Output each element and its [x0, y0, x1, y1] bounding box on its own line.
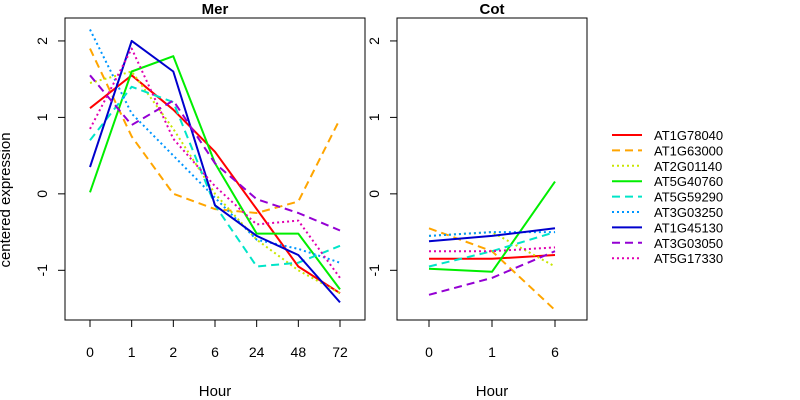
series-line-at5g40760	[428, 181, 556, 273]
y-tick-label: 1	[366, 113, 382, 121]
series-line-at5g17330	[429, 246, 556, 253]
series-line-at3g03050	[428, 250, 556, 296]
panels: Mer 0 1 2 6 24 48 72 -1 0 1 2 Hour Cot 0 1 6 -1 0 1 2 Hour	[34, 1, 588, 400]
legend-label: AT1G78040	[654, 128, 723, 143]
panel-title: Mer	[202, 1, 229, 18]
x-tick-label: 72	[332, 344, 348, 360]
series-line-at5g40760	[89, 55, 341, 290]
x-tick-label: 6	[211, 344, 219, 360]
y-tick-label: 0	[34, 190, 50, 198]
series-line-at1g45130	[89, 39, 341, 304]
series-line-at3g03250	[428, 231, 555, 237]
x-tick-label: 2	[169, 344, 177, 360]
legend-label: AT5G40760	[654, 174, 723, 189]
plot-frame	[396, 17, 588, 321]
series-line-at2g01140	[89, 70, 341, 295]
panel-cot: Cot 0 1 6 -1 0 1 2 Hour	[366, 1, 588, 400]
legend-label: AT2G01140	[654, 159, 722, 174]
series-line-at1g78040	[89, 74, 341, 295]
x-axis-label: Hour	[476, 383, 509, 400]
series-line-at1g78040	[429, 254, 556, 260]
y-tick-label: 2	[34, 37, 50, 45]
y-tick-label: -1	[34, 264, 50, 277]
series-line-at1g45130	[428, 227, 556, 243]
x-tick-label: 24	[249, 344, 265, 360]
legend-label: AT5G59290	[654, 190, 723, 205]
panel-title: Cot	[480, 1, 505, 18]
legend-label: AT1G63000	[654, 143, 723, 158]
y-tick-label: -1	[366, 264, 382, 277]
plot-frame	[64, 17, 366, 321]
series-line-at3g03050	[89, 74, 341, 232]
panel-mer: Mer 0 1 2 6 24 48 72 -1 0 1 2 Hour	[34, 1, 366, 400]
x-tick-label: 0	[86, 344, 94, 360]
series-line-at1g63000	[428, 227, 556, 311]
legend: AT1G78040AT1G63000AT2G01140AT5G40760AT5G…	[612, 128, 723, 266]
y-tick-label: 0	[366, 190, 382, 198]
series-line-at5g17330	[89, 47, 341, 279]
series-line-at3g03250	[89, 29, 341, 264]
series-line-at1g63000	[89, 48, 341, 214]
x-tick-label: 6	[551, 344, 559, 360]
legend-label: AT3G03250	[654, 205, 723, 220]
x-tick-label: 48	[291, 344, 307, 360]
x-axis-label: Hour	[199, 383, 232, 400]
y-tick-label: 1	[34, 113, 50, 121]
x-tick-label: 1	[128, 344, 136, 360]
legend-label: AT3G03050	[654, 236, 723, 251]
x-tick-label: 1	[488, 344, 496, 360]
legend-label: AT5G17330	[654, 251, 723, 266]
series-line-at5g59290	[428, 231, 556, 268]
y-axis-label: centered expression	[0, 132, 14, 267]
legend-label: AT1G45130	[654, 220, 723, 235]
x-tick-label: 0	[425, 344, 433, 360]
y-tick-label: 2	[366, 37, 382, 45]
